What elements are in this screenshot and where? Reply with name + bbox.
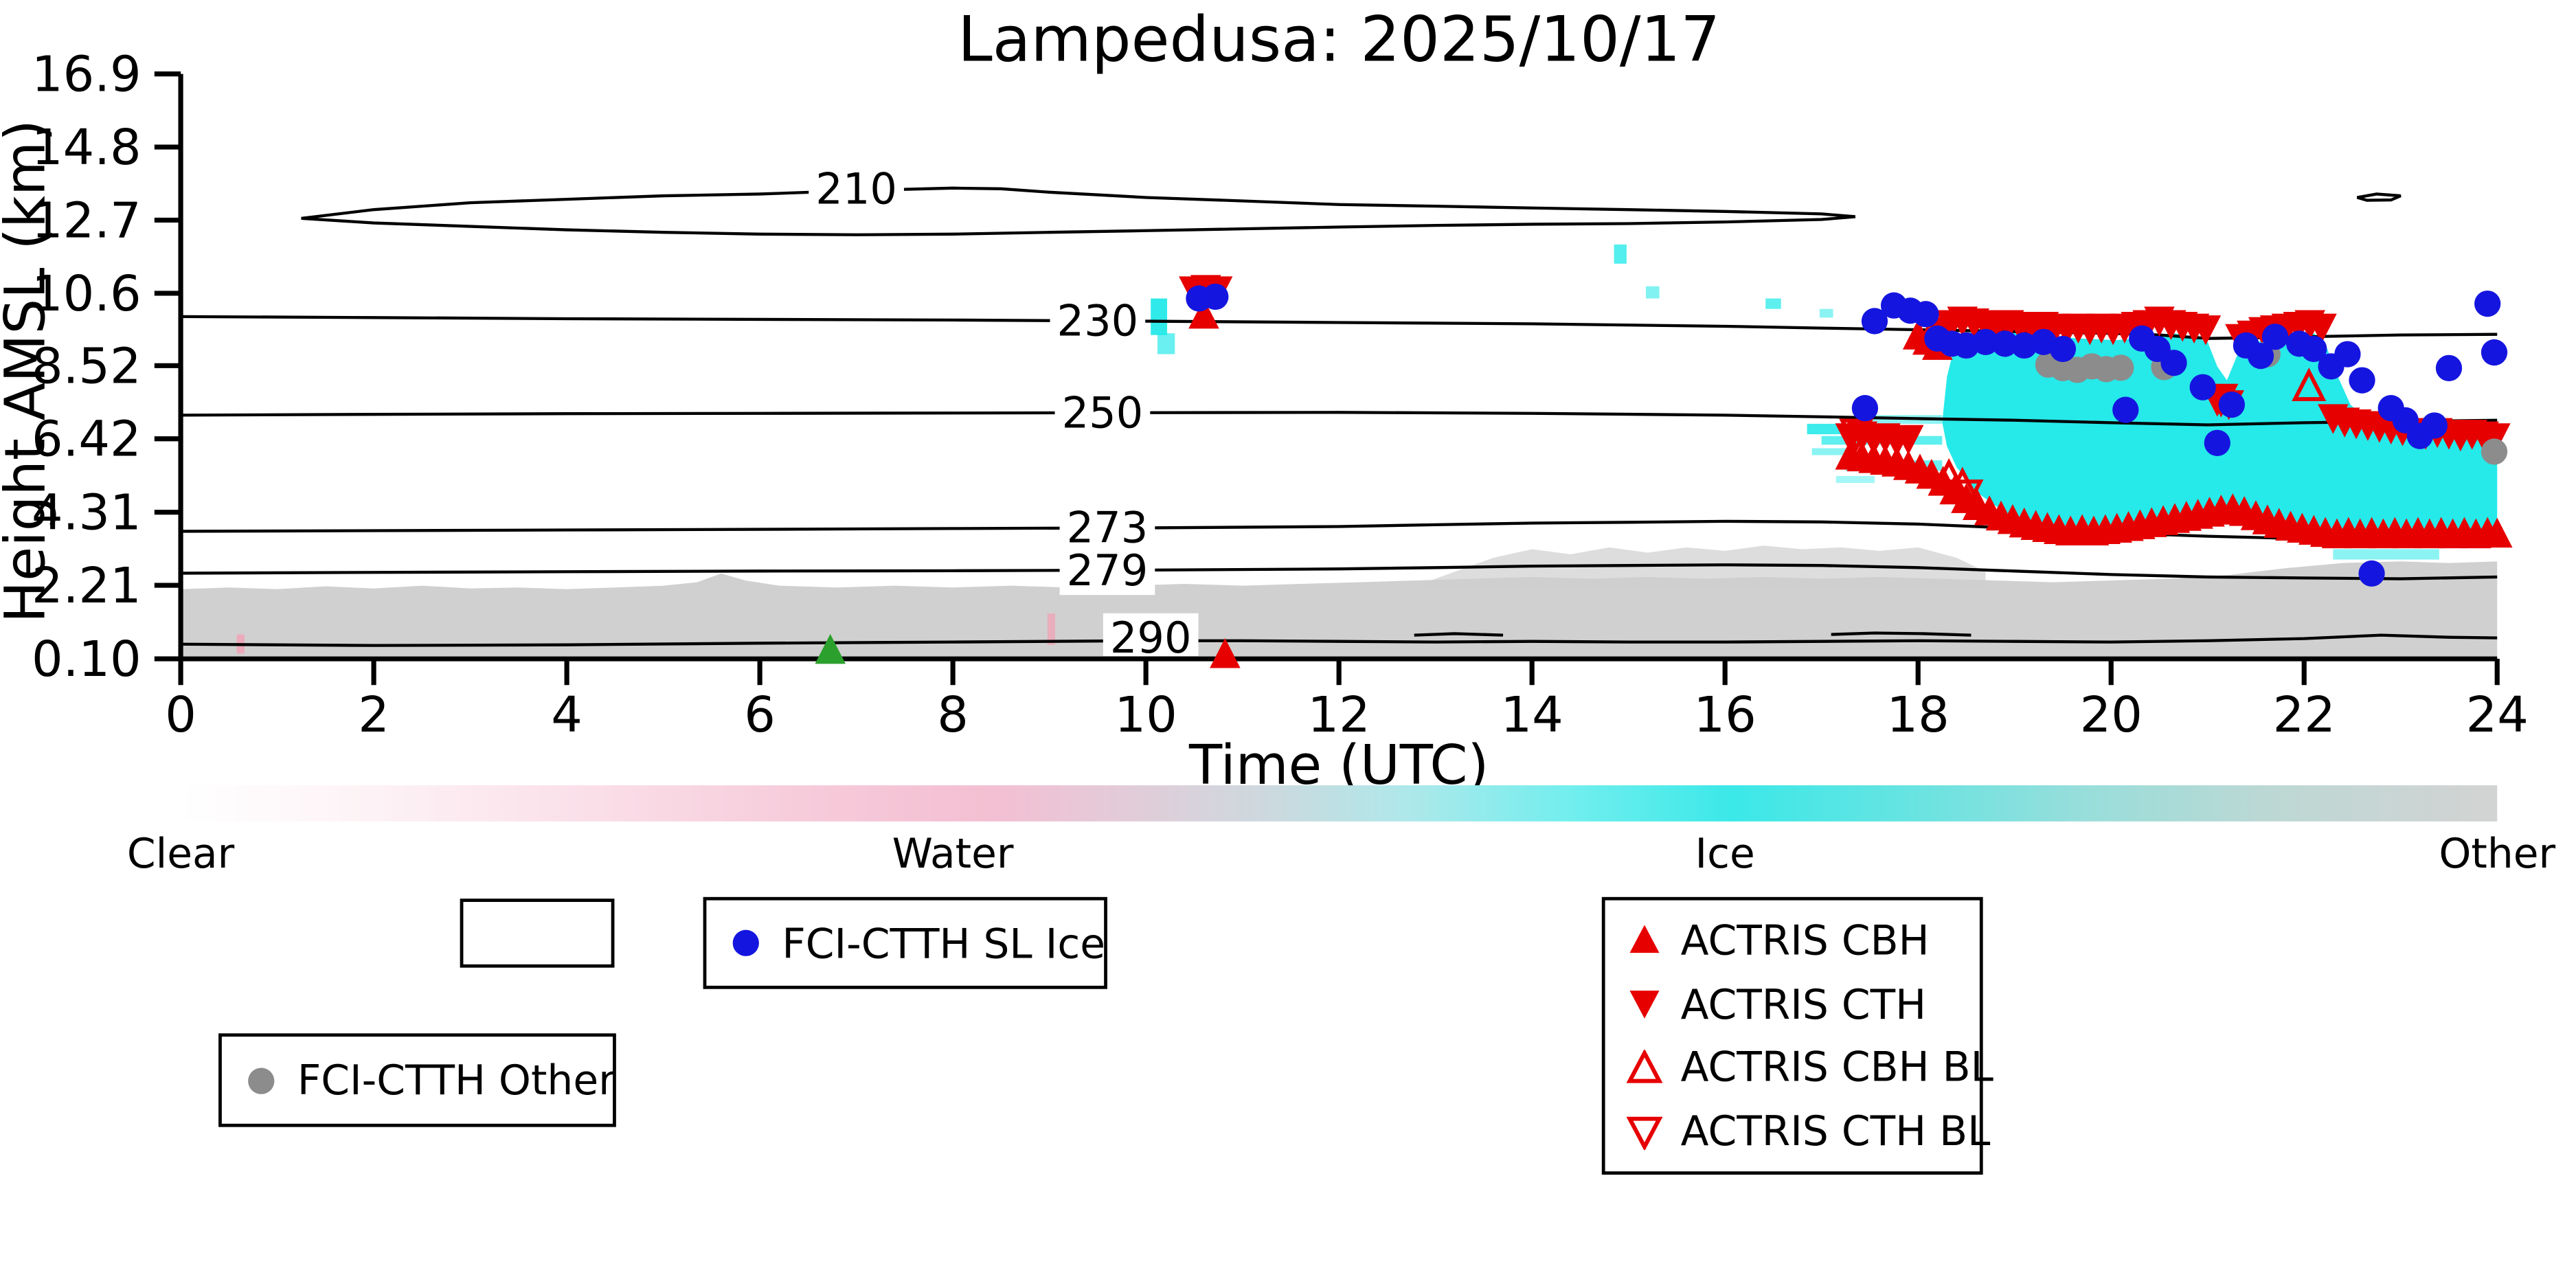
classification-regions <box>181 244 2498 656</box>
colorbar-label-other: Other <box>2439 829 2556 878</box>
axes-and-ticks: 0 2 4 6 8 10 12 14 16 18 20 22 2416.914.812.710.68.5… <box>32 45 2529 744</box>
legend-row-actris-cth-bl: ACTRIS CTH BL <box>1626 1107 1991 1155</box>
series-fci-ctth-sl-ice <box>1186 283 2508 587</box>
legend-label: ACTRIS CBH BL <box>1680 1043 1993 1092</box>
classification-colorbar <box>181 785 2498 822</box>
svg-text:14.8: 14.8 <box>32 118 142 176</box>
series-actris-cbh <box>1188 298 2513 668</box>
colorbar-label-water: Water <box>892 829 1014 878</box>
legend-label: FCI-CTTH SL Ice <box>782 919 1106 967</box>
legend-label: ACTRIS CTH BL <box>1680 1107 1991 1155</box>
svg-text:24: 24 <box>2466 686 2529 743</box>
legend-label: ACTRIS CTH <box>1680 980 1927 1028</box>
svg-text:20: 20 <box>2080 686 2143 743</box>
svg-text:16: 16 <box>1694 686 1756 743</box>
series-surface-marker <box>815 633 846 664</box>
svg-text:10: 10 <box>1115 686 1177 743</box>
svg-text:14: 14 <box>1501 686 1563 743</box>
svg-text:250: 250 <box>1062 388 1144 438</box>
svg-text:10.6: 10.6 <box>32 264 142 322</box>
svg-text:6: 6 <box>744 686 776 743</box>
legend-actris: ACTRIS CBH ACTRIS CTH ACTRIS CBH BL ACTR… <box>1601 896 1993 1175</box>
legend-label: FCI-CTTH Other <box>297 1056 615 1105</box>
svg-text:2: 2 <box>358 686 389 743</box>
svg-text:8: 8 <box>937 686 969 743</box>
colorbar-label-clear: Clear <box>126 829 235 878</box>
svg-text:230: 230 <box>1057 295 1139 346</box>
svg-text:22: 22 <box>2273 686 2336 743</box>
red-triangle-down-icon <box>1629 991 1660 1019</box>
gray-circle-icon <box>248 1067 275 1094</box>
svg-text:290: 290 <box>1110 613 1192 663</box>
legend-fci-ctth-other: FCI-CTTH Other <box>218 1033 616 1127</box>
svg-text:16.9: 16.9 <box>32 45 142 103</box>
svg-text:279: 279 <box>1067 545 1149 596</box>
svg-text:18: 18 <box>1887 686 1950 743</box>
svg-text:4: 4 <box>551 686 583 743</box>
red-open-triangle-down-icon <box>1626 1116 1663 1150</box>
svg-text:4.31: 4.31 <box>32 484 142 541</box>
red-triangle-up-icon <box>1629 925 1660 953</box>
legend-fci-ctth-sl-ice: FCI-CTTH SL Ice <box>703 896 1107 989</box>
colorbar-label-ice: Ice <box>1695 829 1755 878</box>
legend-empty-box <box>460 899 615 968</box>
svg-text:273: 273 <box>1067 502 1149 552</box>
svg-text:8.52: 8.52 <box>32 337 142 394</box>
legend-row-actris-cth: ACTRIS CTH <box>1627 980 1926 1028</box>
svg-text:6.42: 6.42 <box>32 410 142 468</box>
legend-row-actris-cbh-bl: ACTRIS CBH BL <box>1626 1043 1993 1092</box>
chart-title: Lampedusa: 2025/10/17 <box>958 3 1721 76</box>
svg-text:0.10: 0.10 <box>32 630 142 688</box>
legend-label: ACTRIS CBH <box>1680 916 1930 964</box>
svg-text:12: 12 <box>1308 686 1370 743</box>
blue-circle-icon <box>732 929 759 956</box>
svg-text:210: 210 <box>815 163 897 214</box>
svg-text:2.21: 2.21 <box>32 556 142 614</box>
red-open-triangle-up-icon <box>1626 1049 1663 1083</box>
svg-text:12.7: 12.7 <box>32 191 142 249</box>
legend-row-actris-cbh: ACTRIS CBH <box>1627 916 1930 964</box>
svg-text:0: 0 <box>165 686 196 743</box>
